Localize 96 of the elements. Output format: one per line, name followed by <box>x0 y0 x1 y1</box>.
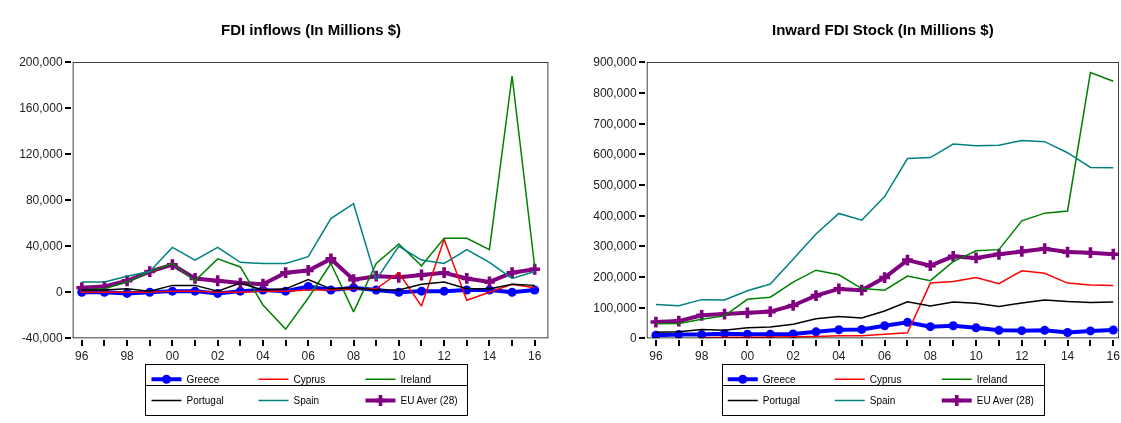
point <box>1062 246 1073 258</box>
x-tick-label: 04 <box>832 349 846 364</box>
x-tick-label: 10 <box>392 349 406 364</box>
y-tick-label: 700,000 <box>593 116 637 131</box>
x-tick-label: 08 <box>346 349 361 364</box>
chart-title: Inward FDI Stock (In Millions $) <box>772 21 994 38</box>
point <box>507 287 517 297</box>
x-tick-label: 00 <box>165 349 180 364</box>
y-tick-label: 200,000 <box>593 270 637 285</box>
point <box>993 248 1005 260</box>
legend-label: EU Aver (28) <box>400 395 458 407</box>
point <box>834 325 844 335</box>
x-tick-label: 14 <box>482 349 497 364</box>
chart-title: FDI inflows (In Millions $) <box>221 21 401 38</box>
point <box>1085 247 1096 259</box>
point <box>1017 326 1027 336</box>
point <box>970 252 982 264</box>
x-tick-label: 96 <box>75 349 89 364</box>
point <box>439 286 449 296</box>
point <box>742 329 752 339</box>
point <box>438 267 450 279</box>
x-tick-label: 10 <box>969 349 984 364</box>
point <box>947 250 959 262</box>
point <box>787 300 799 311</box>
y-tick-label: 800,000 <box>593 86 637 101</box>
y-tick-label: -40,000 <box>21 331 63 346</box>
point <box>1107 248 1119 260</box>
point <box>925 322 935 332</box>
legend-label: Ireland <box>976 374 1008 386</box>
y-tick-label: 160,000 <box>19 101 63 116</box>
point <box>325 253 337 265</box>
legend-label: Portugal <box>186 395 224 407</box>
point <box>902 254 913 266</box>
legend-label: Greece <box>186 374 220 386</box>
point <box>697 330 707 339</box>
y-tick-label: 0 <box>55 285 63 300</box>
legend-label: Spain <box>869 395 896 407</box>
y-tick-label: 300,000 <box>593 239 637 254</box>
point <box>902 317 912 327</box>
x-tick-label: 16 <box>1106 349 1121 364</box>
legend-label: Cyprus <box>869 374 902 386</box>
y-tick-label: 600,000 <box>593 147 637 162</box>
legend-label: Spain <box>293 395 320 407</box>
x-tick-label: 02 <box>786 349 801 364</box>
point <box>810 290 822 302</box>
x-tick-label: 12 <box>1015 349 1029 364</box>
point <box>1039 243 1051 255</box>
x-tick-label: 00 <box>740 349 755 364</box>
legend-label: Greece <box>762 374 796 386</box>
x-tick-label: 12 <box>437 349 452 364</box>
point <box>257 278 269 290</box>
point <box>948 321 958 331</box>
x-tick-label: 96 <box>649 349 663 364</box>
legend-label: Portugal <box>762 395 801 407</box>
x-tick-label: 06 <box>877 349 892 364</box>
point <box>212 275 224 287</box>
x-tick-label: 02 <box>211 349 225 364</box>
x-tick-label: 04 <box>256 349 270 364</box>
legend-label: EU Aver (28) <box>976 395 1034 407</box>
point <box>280 267 292 279</box>
point <box>971 323 981 333</box>
point <box>1016 246 1028 257</box>
x-tick-label: 98 <box>120 349 135 364</box>
x-tick-label: 08 <box>923 349 938 364</box>
y-tick-label: 0 <box>629 331 637 346</box>
point <box>484 276 495 288</box>
legend-label: Cyprus <box>293 374 326 386</box>
point <box>416 269 427 281</box>
y-tick-label: 80,000 <box>25 193 63 208</box>
x-tick-label: 98 <box>694 349 709 364</box>
point <box>1063 327 1073 337</box>
point <box>1040 325 1050 335</box>
point <box>417 286 426 296</box>
legend-label: Ireland <box>400 374 432 386</box>
point <box>880 321 890 331</box>
point <box>1085 326 1095 336</box>
line-series <box>655 139 1115 307</box>
point <box>833 283 845 295</box>
point <box>302 265 314 276</box>
point <box>811 327 821 337</box>
y-tick-label: 400,000 <box>593 208 637 223</box>
x-tick-label: 06 <box>301 349 316 364</box>
y-tick-label: 900,000 <box>593 55 637 70</box>
point <box>461 273 473 284</box>
x-tick-label: 14 <box>1060 349 1075 364</box>
y-tick-label: 40,000 <box>25 239 63 254</box>
y-tick-label: 120,000 <box>19 147 63 162</box>
y-tick-label: 200,000 <box>19 55 63 70</box>
point <box>857 324 867 334</box>
point <box>994 325 1004 335</box>
point <box>1108 325 1118 335</box>
y-tick-label: 500,000 <box>593 178 637 193</box>
x-tick-label: 16 <box>528 349 542 364</box>
point <box>506 267 518 279</box>
point <box>764 306 776 317</box>
y-tick-label: 100,000 <box>593 300 637 315</box>
